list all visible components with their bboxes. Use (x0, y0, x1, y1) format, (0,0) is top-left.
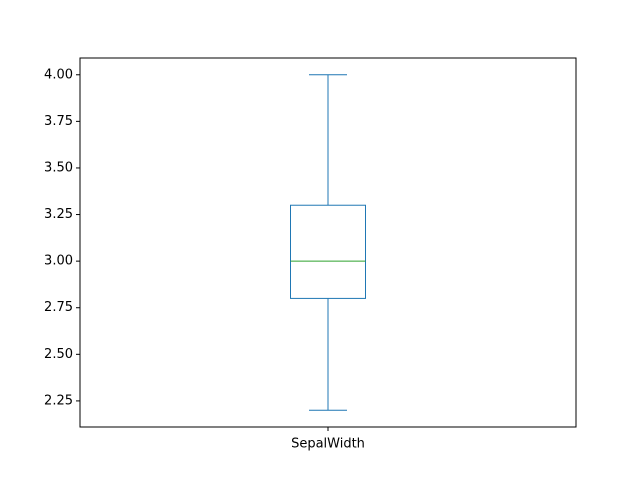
y-tick-label: 3.75 (44, 114, 73, 129)
y-tick-label: 3.50 (44, 160, 73, 175)
x-axis-ticks: SepalWidth (291, 427, 365, 452)
iqr-box (290, 204, 366, 299)
y-tick-label: 2.75 (44, 300, 73, 315)
y-axis-ticks: 2.25 2.50 2.75 3.00 3.25 3.50 3.75 4.00 (44, 67, 80, 408)
y-tick-label: 3.25 (44, 207, 73, 222)
box-plot (290, 74, 366, 411)
y-tick-label: 4.00 (44, 67, 73, 82)
y-tick-label: 2.50 (44, 347, 73, 362)
y-tick-label: 2.25 (44, 393, 73, 408)
plot-area-frame (79, 57, 577, 428)
x-tick-label: SepalWidth (291, 437, 365, 452)
y-tick-label: 3.00 (44, 254, 73, 269)
